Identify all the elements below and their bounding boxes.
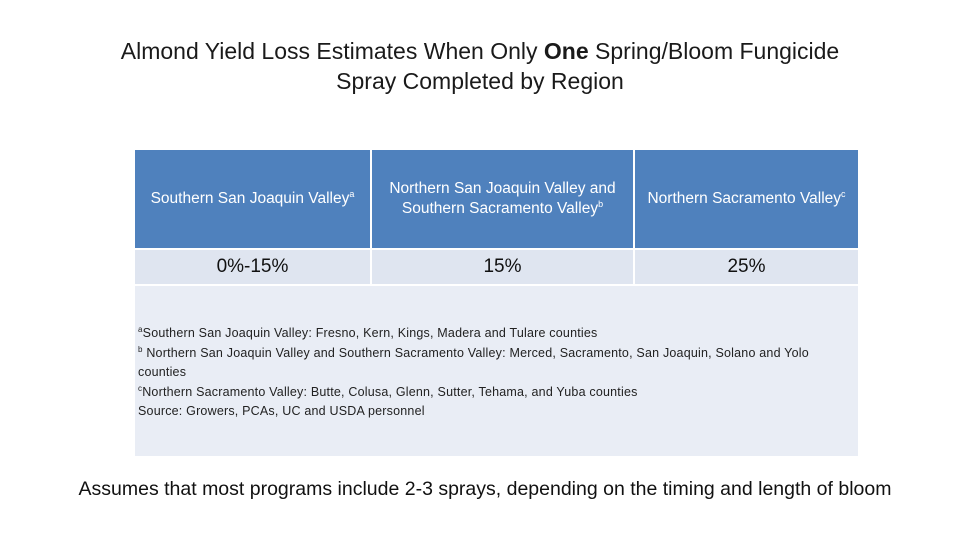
footnote-marker: b (138, 344, 143, 354)
value-cell-southern-san-joaquin: 0%-15% (135, 250, 370, 284)
footnote-marker: b (598, 198, 604, 209)
footnote-marker: a (138, 324, 143, 334)
footnote-b: b Northern San Joaquin Valley and Southe… (138, 344, 850, 383)
footnote-text: Northern San Joaquin Valley and Southern… (138, 345, 809, 380)
footnote-marker: c (138, 383, 143, 393)
source-note: Source: Growers, PCAs, UC and USDA perso… (138, 402, 850, 422)
footnote-c: cNorthern Sacramento Valley: Butte, Colu… (138, 383, 850, 403)
header-cell-northern-san-joaquin-southern-sacramento: Northern San Joaquin Valley and Southern… (370, 150, 633, 248)
slide-title: Almond Yield Loss Estimates When Only On… (60, 36, 900, 96)
footer-note: Assumes that most programs include 2-3 s… (78, 478, 892, 500)
footnote-marker: c (841, 188, 846, 199)
title-text-start: Almond Yield Loss Estimates When Only (120, 38, 544, 64)
title-line-1: Almond Yield Loss Estimates When Only On… (60, 36, 900, 66)
table-value-row: 0%-15% 15% 25% (135, 250, 858, 284)
header-cell-southern-san-joaquin: Southern San Joaquin Valleya (135, 150, 370, 248)
footnote-text: Northern Sacramento Valley: Butte, Colus… (142, 384, 638, 399)
footnotes-cell: aSouthern San Joaquin Valley: Fresno, Ke… (135, 286, 858, 456)
header-label: Southern San Joaquin Valley (150, 190, 350, 207)
header-label: Northern San Joaquin Valley and Southern… (389, 180, 616, 217)
footnote-marker: a (349, 188, 355, 199)
title-text-end: Spring/Bloom Fungicide (588, 38, 840, 64)
value-cell-northern-san-joaquin-southern-sacramento: 15% (370, 250, 633, 284)
title-emphasis: One (543, 38, 589, 64)
header-label: Northern Sacramento Valley (647, 190, 842, 207)
source-text: Source: Growers, PCAs, UC and USDA perso… (138, 404, 425, 418)
value-cell-northern-sacramento: 25% (633, 250, 858, 284)
footnote-text: Southern San Joaquin Valley: Fresno, Ker… (142, 326, 598, 340)
title-line-2: Spray Completed by Region (336, 68, 624, 94)
table-header-row: Southern San Joaquin Valleya Northern Sa… (135, 150, 858, 248)
footnote-a: aSouthern San Joaquin Valley: Fresno, Ke… (138, 324, 850, 344)
yield-loss-table: Southern San Joaquin Valleya Northern Sa… (135, 150, 858, 456)
header-cell-northern-sacramento: Northern Sacramento Valleyc (633, 150, 858, 248)
